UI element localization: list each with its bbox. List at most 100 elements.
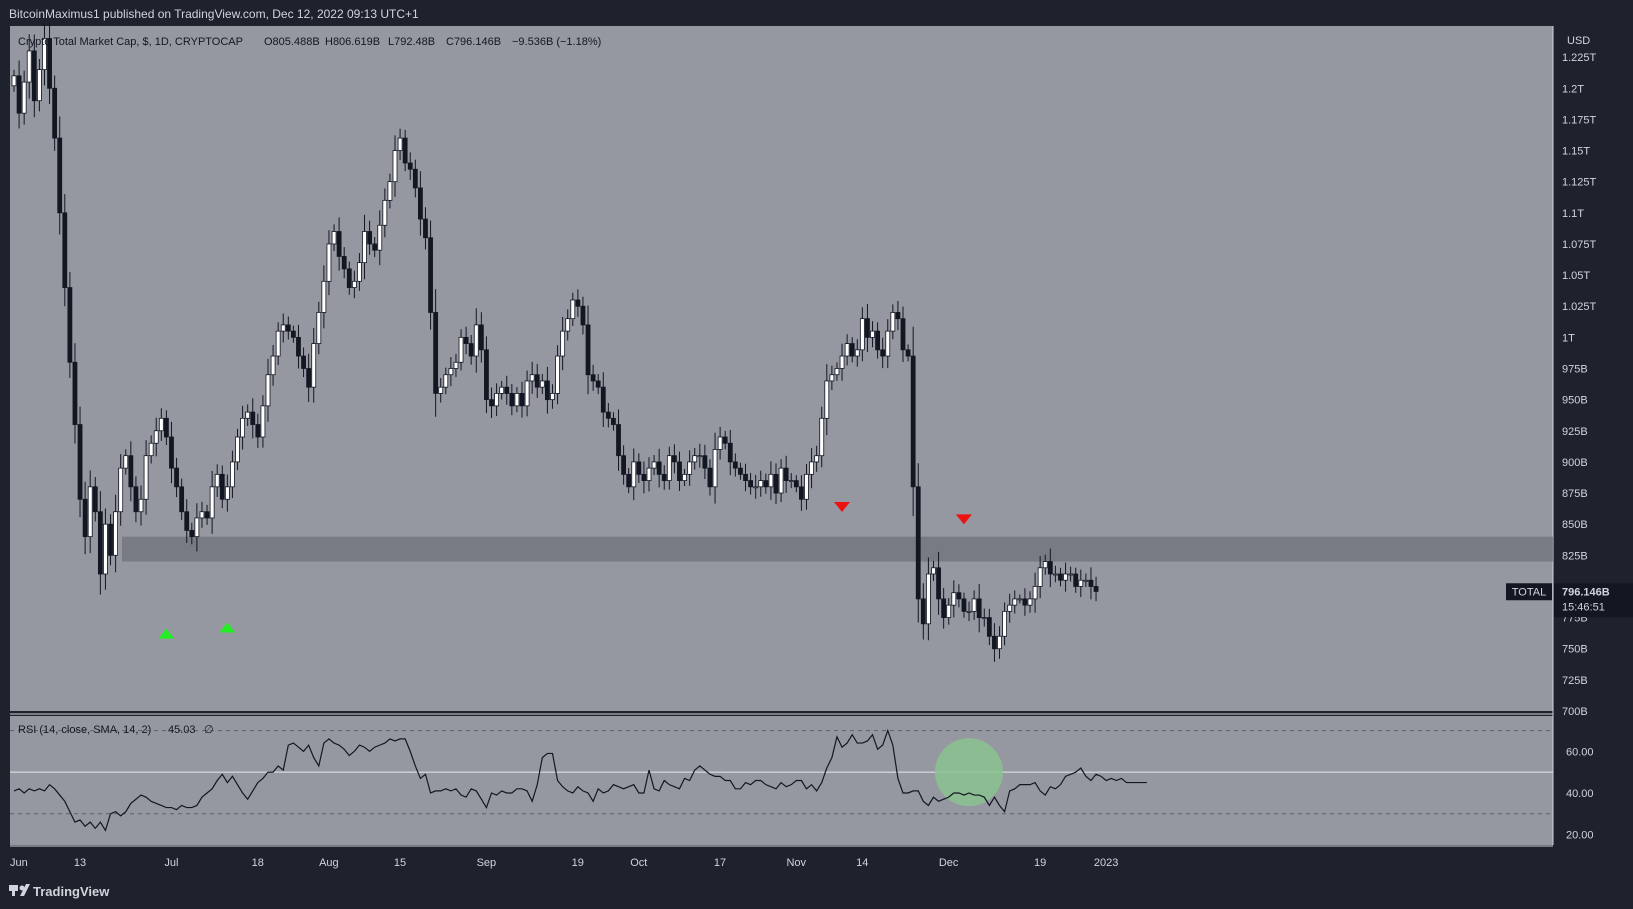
candle-body xyxy=(31,50,37,102)
candle xyxy=(1073,567,1079,593)
candle-body xyxy=(565,318,571,332)
candle-body xyxy=(763,480,769,488)
candle xyxy=(103,508,108,590)
candle-body xyxy=(417,187,423,220)
candle xyxy=(793,475,799,493)
candle-body xyxy=(905,349,911,357)
price-tick-label: 700B xyxy=(1562,706,1588,718)
candle xyxy=(260,395,266,448)
candle xyxy=(859,307,865,362)
candle xyxy=(423,207,428,250)
price-tag xyxy=(1554,583,1633,618)
candle-body xyxy=(478,324,484,351)
candle-body xyxy=(1063,573,1068,581)
rsi-plot-area[interactable] xyxy=(10,716,1553,845)
candle xyxy=(997,626,1002,659)
candle xyxy=(814,445,820,472)
candle xyxy=(865,303,870,353)
candle xyxy=(788,473,794,489)
candle xyxy=(931,560,936,581)
rsi-legend-value: 45.03 xyxy=(168,724,196,736)
candle-body xyxy=(981,617,987,619)
price-tick-label: 1.2T xyxy=(1562,83,1584,95)
candle xyxy=(235,428,240,471)
candle-body xyxy=(859,318,865,351)
rsi-legend-extra: ∅ xyxy=(204,724,214,736)
candle xyxy=(575,289,581,317)
candle xyxy=(270,345,276,386)
candle xyxy=(560,316,566,371)
candle-body xyxy=(946,604,952,618)
candle xyxy=(143,440,149,515)
candle-body xyxy=(926,573,931,625)
time-tick-label: 15 xyxy=(394,857,406,869)
candle-body xyxy=(331,231,337,245)
time-tick-labels: Jun 13 Jul 18 Aug 15 Sep 19 Oct 17 Nov 14 Dec 19 2023 xyxy=(10,857,1118,869)
candle-body xyxy=(16,75,22,114)
candle-body xyxy=(504,386,510,394)
candle-body xyxy=(1078,579,1084,587)
main-plot-area[interactable] xyxy=(10,26,1553,711)
candle-body xyxy=(351,280,357,288)
candle-body xyxy=(819,417,825,457)
candle xyxy=(956,584,962,608)
candle xyxy=(26,34,32,99)
candle xyxy=(21,70,27,125)
candle-body xyxy=(941,598,947,618)
candle-body xyxy=(235,436,240,463)
candle xyxy=(296,324,301,369)
candle xyxy=(590,364,596,391)
candle xyxy=(92,477,98,522)
candle xyxy=(656,448,662,488)
candle xyxy=(199,501,205,528)
candle xyxy=(417,171,423,236)
time-axis[interactable] xyxy=(0,846,1633,874)
candle-body xyxy=(382,199,388,226)
candle xyxy=(174,457,179,498)
candle-body xyxy=(113,511,118,556)
candle xyxy=(1068,566,1074,582)
candle xyxy=(1017,594,1023,604)
candle-body xyxy=(321,280,327,313)
candle xyxy=(636,453,642,483)
rsi-tick-label: 60.00 xyxy=(1566,746,1594,758)
candle-body xyxy=(865,318,870,338)
candle-body xyxy=(748,480,753,488)
candle xyxy=(687,450,693,486)
candle xyxy=(219,465,225,509)
candle xyxy=(11,69,17,92)
candle xyxy=(47,22,52,104)
candle-body xyxy=(26,50,32,83)
candle xyxy=(179,478,185,520)
candle-body xyxy=(37,69,42,102)
candle xyxy=(976,584,982,633)
candle xyxy=(331,224,337,252)
candle xyxy=(849,337,855,363)
candle-body xyxy=(788,480,794,482)
candle-body xyxy=(844,343,850,357)
candle xyxy=(509,384,515,416)
candle-body xyxy=(986,617,992,637)
candle-body xyxy=(163,417,169,438)
candle xyxy=(367,220,373,255)
candle-body xyxy=(62,212,68,288)
candle-body xyxy=(372,243,378,251)
candle xyxy=(1012,590,1018,614)
candle xyxy=(519,381,525,418)
candle-body xyxy=(687,461,693,475)
candle-body xyxy=(809,461,814,475)
time-tick-label: Oct xyxy=(630,857,647,869)
candle-body xyxy=(692,455,698,463)
candle xyxy=(433,289,439,417)
candle xyxy=(529,361,535,394)
candle-body xyxy=(169,436,174,469)
candle xyxy=(682,468,687,487)
candle xyxy=(468,334,474,365)
candle xyxy=(489,387,494,419)
candle xyxy=(585,305,591,395)
candle xyxy=(57,116,63,235)
candle xyxy=(438,378,444,403)
candle xyxy=(809,448,814,489)
price-axis[interactable] xyxy=(1554,26,1633,845)
candle xyxy=(895,301,901,331)
